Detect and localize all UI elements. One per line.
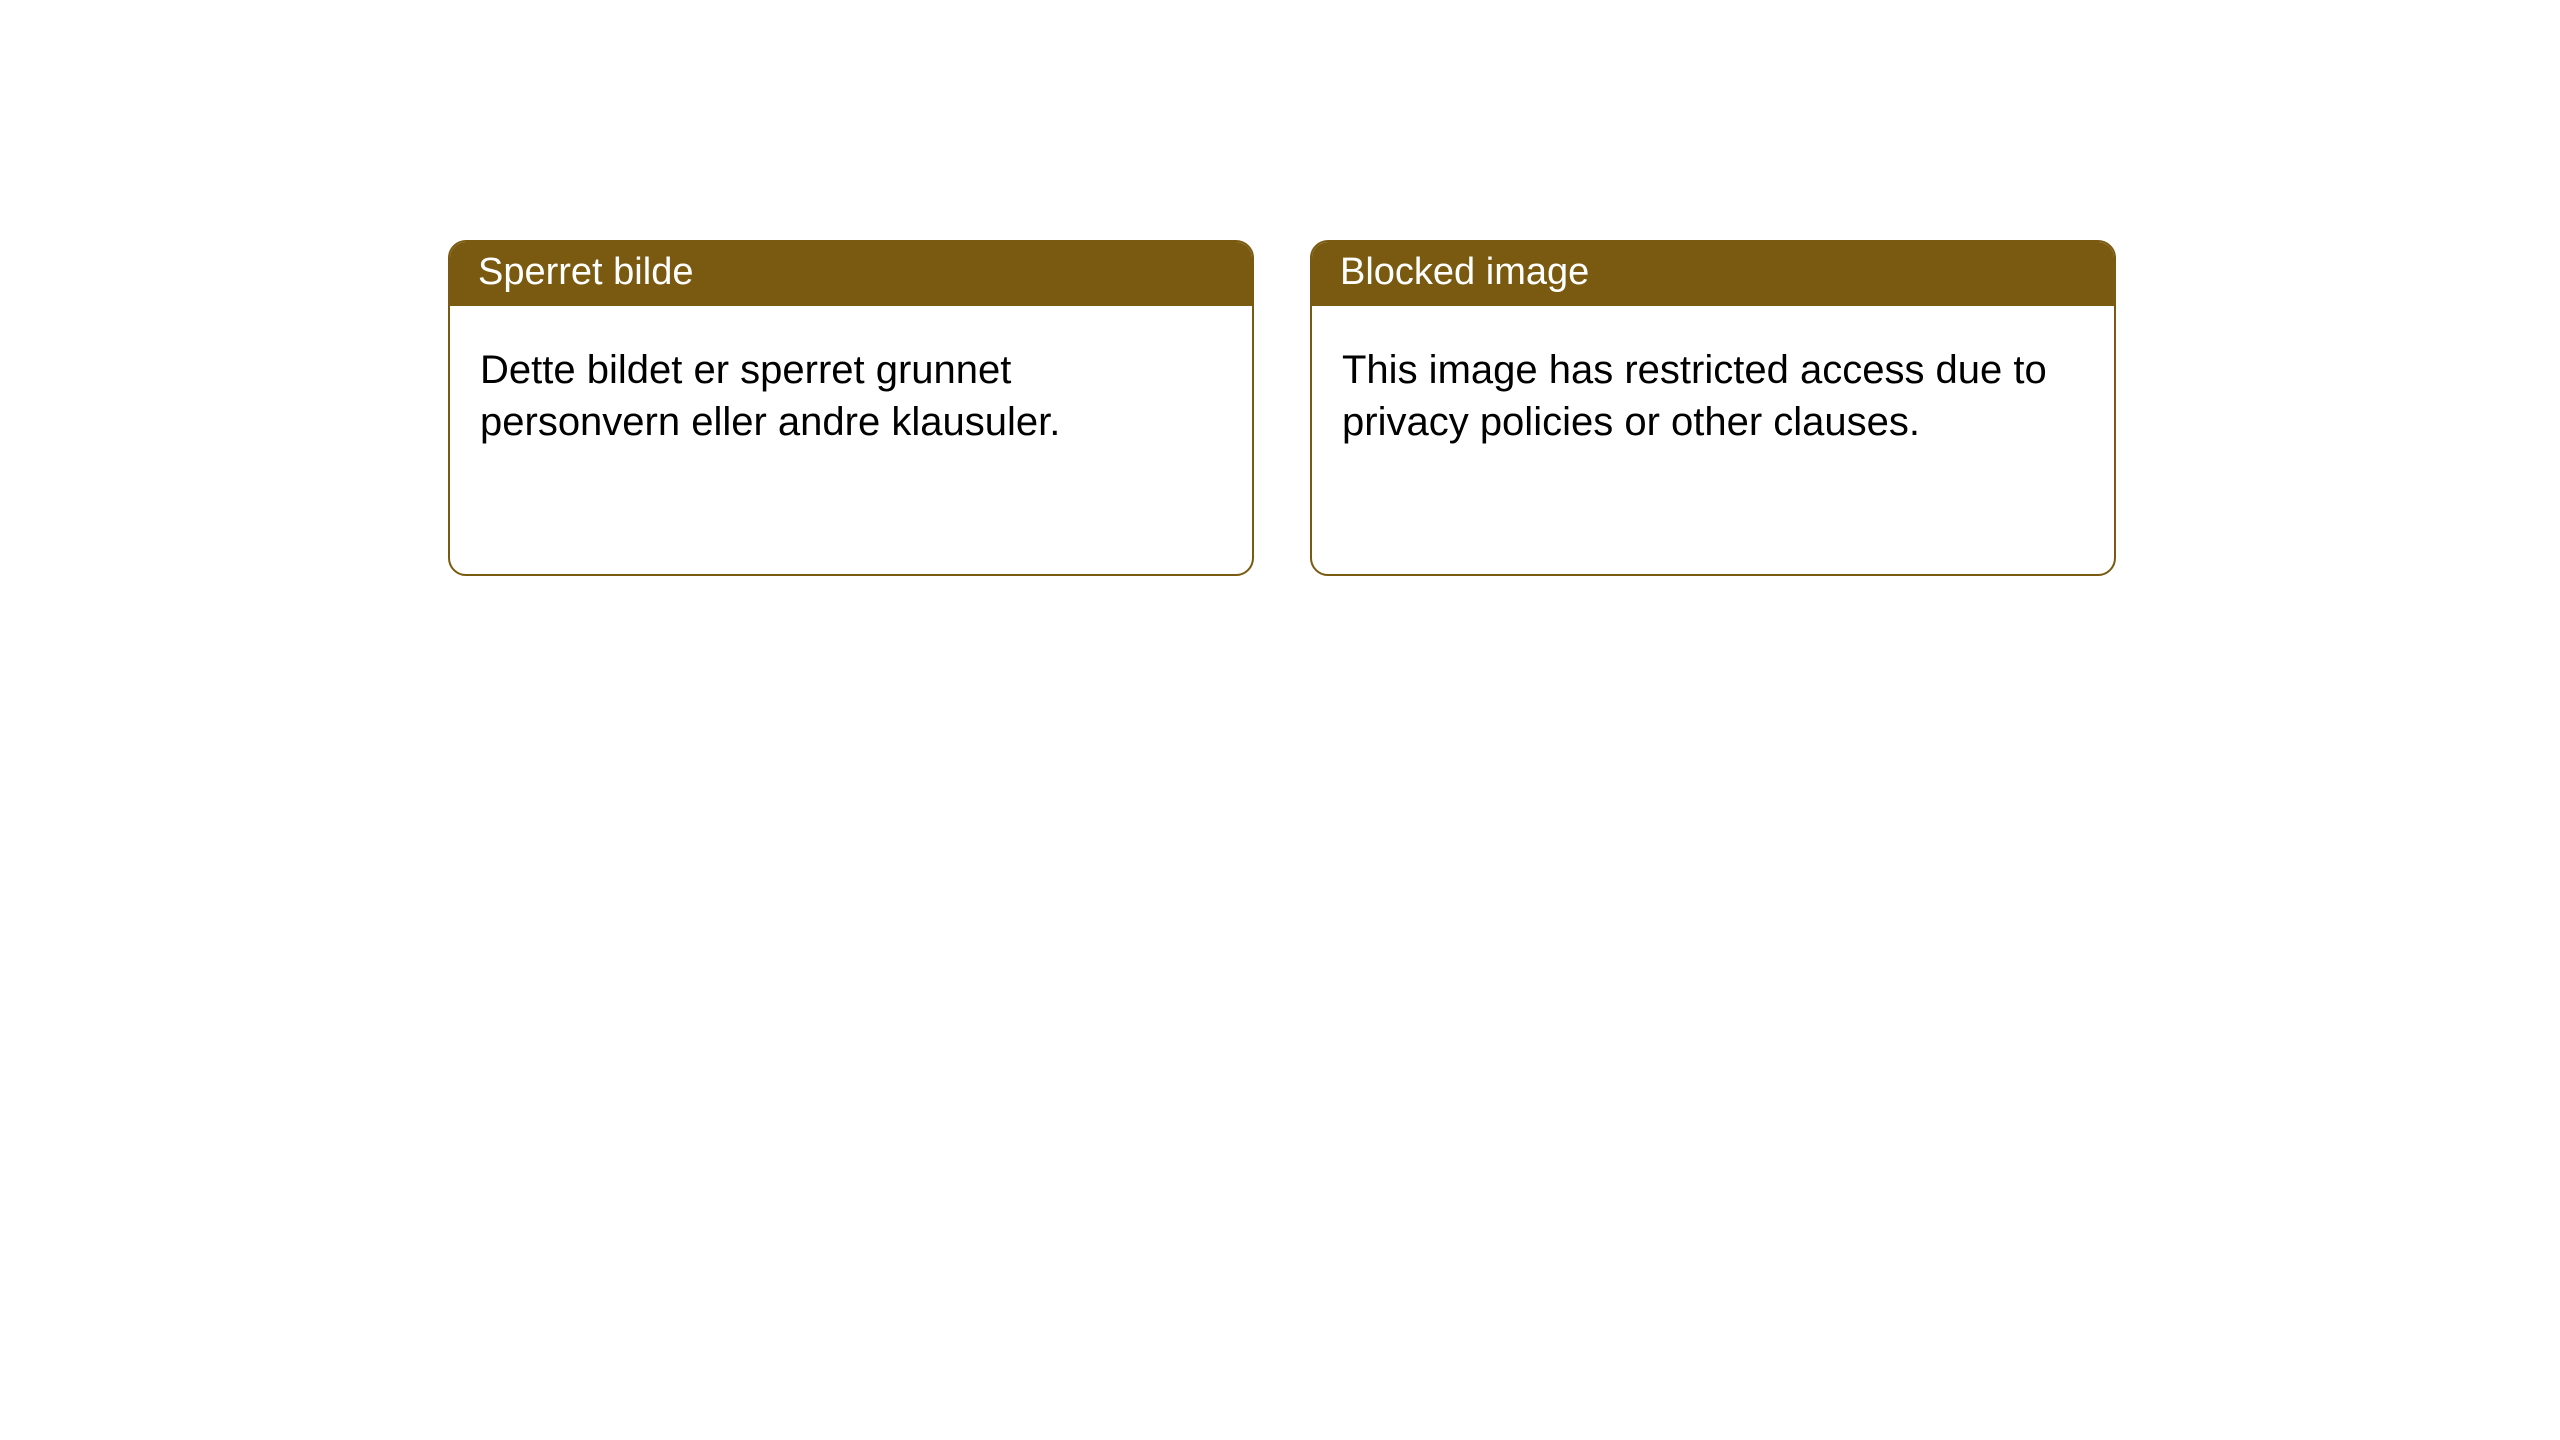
card-header-no: Sperret bilde — [450, 242, 1252, 306]
card-header-en: Blocked image — [1312, 242, 2114, 306]
card-body-no: Dette bildet er sperret grunnet personve… — [450, 306, 1252, 470]
notice-container: Sperret bilde Dette bildet er sperret gr… — [0, 0, 2560, 576]
blocked-image-card-no: Sperret bilde Dette bildet er sperret gr… — [448, 240, 1254, 576]
card-body-en: This image has restricted access due to … — [1312, 306, 2114, 470]
blocked-image-card-en: Blocked image This image has restricted … — [1310, 240, 2116, 576]
